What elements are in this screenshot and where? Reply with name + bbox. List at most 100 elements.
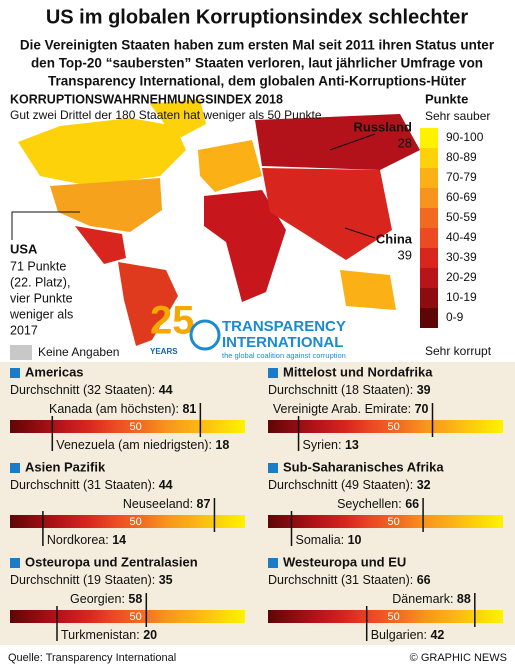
legend-swatch [420, 268, 438, 288]
region-icon [268, 368, 278, 378]
low-value: 10 [348, 533, 362, 547]
legend-title: Punkte [425, 91, 468, 106]
region-average: Durchschnitt (18 Staaten): 39 [268, 383, 431, 397]
callout-score: 39 [398, 247, 412, 262]
legend-swatch [420, 208, 438, 228]
low-label: Bulgarien: [371, 628, 431, 642]
region-icon [10, 368, 20, 378]
high-label: Vereinigte Arab. Emirate: [273, 402, 415, 416]
region-average: Durchschnitt (32 Staaten): 44 [10, 383, 173, 397]
legend-swatch [420, 248, 438, 268]
callout-line-text: 2017 [10, 323, 38, 337]
legend-swatch [420, 168, 438, 188]
legend-swatch [420, 228, 438, 248]
legend-bottom: Sehr korrupt [425, 344, 492, 358]
legend-label: 90-100 [446, 130, 484, 144]
logo-line: TRANSPARENCY [222, 318, 346, 335]
region-high: Neuseeland: 87 [123, 497, 211, 511]
australia [340, 270, 396, 310]
high-label: Kanada (am höchsten): [49, 402, 182, 416]
legend-label: 30-39 [446, 250, 477, 264]
subtitle: Transparency International, dem globalen… [48, 74, 467, 89]
source: Quelle: Transparency International [8, 652, 176, 664]
region-average: Durchschnitt (49 Staaten): 32 [268, 478, 431, 492]
high-label: Neuseeland: [123, 497, 197, 511]
region-high: Vereinigte Arab. Emirate: 70 [273, 402, 429, 416]
gauge-bar [268, 515, 503, 528]
region-name: Osteuropa und Zentralasien [25, 554, 198, 569]
world-map [18, 99, 420, 346]
region-name: Sub-Saharanisches Afrika [283, 459, 444, 474]
callout-score: 28 [398, 135, 412, 150]
high-label: Seychellen: [337, 497, 405, 511]
region-average: Durchschnitt (19 Staaten): 35 [10, 573, 173, 587]
africa [204, 190, 286, 302]
region-average: Durchschnitt (31 Staaten): 44 [10, 478, 173, 492]
low-value: 14 [112, 533, 126, 547]
high-label: Dänemark: [392, 592, 457, 606]
logo-number: 25 [150, 299, 195, 343]
region-name: Westeuropa und EU [283, 554, 406, 569]
logo-years: YEARS [150, 347, 178, 356]
low-value: 13 [345, 438, 359, 452]
region-low: Nordkorea: 14 [47, 533, 126, 547]
south-america [118, 262, 178, 346]
region-name: Mittelost und Nordafrika [283, 364, 433, 379]
average-value: 39 [417, 383, 431, 397]
average-label: Durchschnitt (31 Staaten): [10, 478, 159, 492]
gauge-mid-label: 50 [130, 421, 142, 433]
map-subtitle: Gut zwei Drittel der 180 Staaten hat wen… [10, 108, 322, 122]
legend-swatch [420, 148, 438, 168]
logo: 25 YEARS TRANSPARENCY INTERNATIONAL the … [150, 299, 346, 360]
average-label: Durchschnitt (19 Staaten): [10, 573, 159, 587]
regions: Americas Durchschnitt (32 Staaten): 44 Kan… [10, 364, 503, 642]
regions-panel [0, 362, 515, 645]
low-label: Nordkorea: [47, 533, 112, 547]
average-value: 32 [417, 478, 431, 492]
usa-callout: USA 71 Punkte (22. Platz), vier Punkte weni… [9, 241, 73, 337]
legend-label: 70-79 [446, 170, 477, 184]
title: US im globalen Korruptionsindex schlecht… [46, 6, 469, 28]
credit: © GRAPHIC NEWS [410, 652, 507, 664]
legend-swatch [420, 128, 438, 148]
legend-top: Sehr sauber [425, 109, 490, 123]
high-value: 70 [415, 402, 429, 416]
gauge-mid-label: 50 [130, 516, 142, 528]
europe [198, 140, 262, 192]
gauge-mid-label: 50 [130, 611, 142, 623]
russia [255, 114, 420, 170]
legend-swatch [420, 288, 438, 308]
low-value: 20 [143, 628, 157, 642]
low-label: Venezuela (am niedrigsten): [56, 438, 215, 452]
region-high: Dänemark: 88 [392, 592, 471, 606]
average-value: 44 [159, 383, 173, 397]
low-value: 42 [430, 628, 444, 642]
callout-name: USA [10, 241, 38, 256]
gauge-mid-label: 50 [388, 611, 400, 623]
no-data-label: Keine Angaben [38, 345, 119, 359]
greenland [150, 99, 206, 140]
high-label: Georgien: [70, 592, 128, 606]
gauge-bar [10, 420, 245, 433]
gauge-bar [268, 610, 503, 623]
legend: 90-100 80-89 70-79 60-69 50-59 40-49 30-39 20-2… [420, 128, 484, 328]
average-label: Durchschnitt (31 Staaten): [268, 573, 417, 587]
legend-label: 0-9 [446, 310, 464, 324]
asia [262, 168, 392, 260]
region-name: Americas [25, 364, 84, 379]
region-high: Kanada (am höchsten): 81 [49, 402, 196, 416]
average-label: Durchschnitt (18 Staaten): [268, 383, 417, 397]
region-low: Venezuela (am niedrigsten): 18 [56, 438, 229, 452]
legend-label: 80-89 [446, 150, 477, 164]
gauge-mid-label: 50 [388, 421, 400, 433]
low-label: Syrien: [303, 438, 345, 452]
high-value: 87 [197, 497, 211, 511]
no-data-swatch [10, 345, 32, 360]
legend-label: 60-69 [446, 190, 477, 204]
average-value: 66 [417, 573, 431, 587]
legend-label: 20-29 [446, 270, 477, 284]
logo-line: INTERNATIONAL [222, 334, 343, 351]
region-low: Bulgarien: 42 [371, 628, 445, 642]
average-value: 35 [159, 573, 173, 587]
